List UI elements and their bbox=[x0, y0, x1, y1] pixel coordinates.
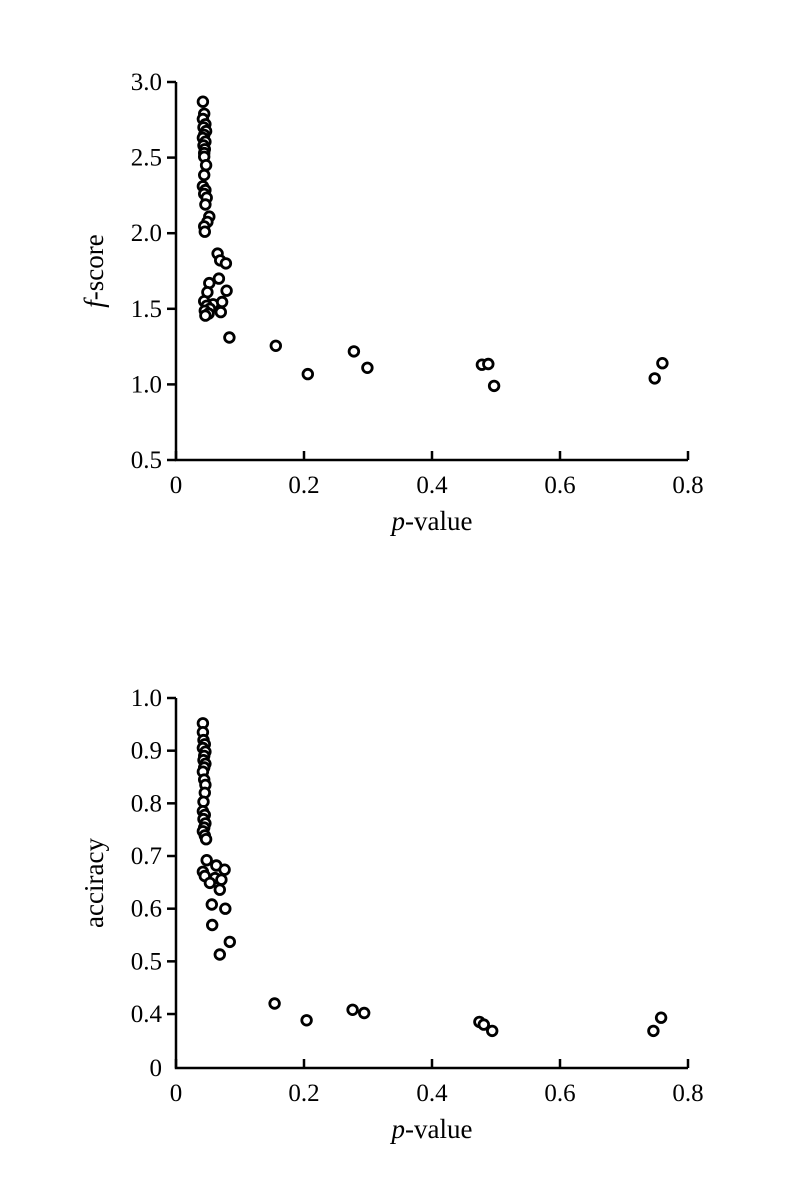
data-point bbox=[656, 357, 669, 370]
data-point bbox=[212, 272, 226, 285]
x-tick-label: 0.6 bbox=[544, 1080, 575, 1107]
y-tick-label: 0.5 bbox=[131, 948, 162, 975]
axis-lines bbox=[174, 698, 688, 1070]
y-tick-label: 1.0 bbox=[131, 685, 162, 712]
data-point bbox=[200, 854, 213, 867]
data-points bbox=[196, 95, 669, 393]
data-point bbox=[220, 284, 233, 297]
data-point bbox=[647, 1024, 660, 1038]
data-point bbox=[199, 309, 212, 322]
data-point bbox=[199, 198, 212, 211]
y-axis-origin-label: 0 bbox=[150, 1055, 163, 1082]
data-point bbox=[213, 948, 227, 961]
data-point bbox=[654, 1011, 668, 1024]
x-axis-label: p-value bbox=[390, 506, 473, 536]
data-point bbox=[487, 379, 501, 393]
data-point bbox=[648, 372, 661, 385]
data-point bbox=[205, 918, 219, 932]
data-point bbox=[477, 1018, 491, 1031]
data-point bbox=[199, 158, 213, 172]
data-point bbox=[300, 1014, 313, 1027]
data-point bbox=[205, 898, 219, 911]
y-tick-label: 0.9 bbox=[131, 738, 162, 765]
y-tick-label: 3.0 bbox=[131, 69, 162, 96]
bottom-chart-accuracy-vs-pvalue: 1.0 0.9 0.8 0.7 0.6 0.5 0.4 00 0.2 0.4 0.6 0.8 p-val… bbox=[79, 685, 704, 1144]
y-axis-label: f-score bbox=[79, 234, 109, 307]
data-point bbox=[347, 345, 361, 358]
data-point bbox=[197, 168, 211, 182]
x-tick-label: 0.4 bbox=[416, 1080, 448, 1107]
y-tick-label: 2.5 bbox=[131, 145, 162, 172]
x-tick-label: 0.4 bbox=[416, 472, 448, 499]
y-tick-label: 0.4 bbox=[131, 1001, 163, 1028]
data-point bbox=[219, 257, 233, 270]
y-tick-label: 0.8 bbox=[131, 790, 162, 817]
y-tick-label: 2.0 bbox=[131, 220, 162, 247]
x-tick-label: 0.2 bbox=[288, 472, 319, 499]
data-point bbox=[486, 1024, 499, 1038]
x-tick-label: 0.2 bbox=[288, 1080, 319, 1107]
y-axis-label: acciracy bbox=[79, 838, 109, 928]
data-point bbox=[269, 339, 283, 353]
data-point bbox=[213, 883, 227, 896]
data-point bbox=[358, 1006, 371, 1020]
data-point bbox=[203, 876, 217, 890]
data-point bbox=[223, 935, 237, 949]
x-tick-label: 0.8 bbox=[672, 472, 703, 499]
y-tick-label: 1.5 bbox=[131, 296, 162, 323]
data-points bbox=[196, 717, 668, 1038]
data-point bbox=[215, 295, 229, 309]
y-tick-label: 0.5 bbox=[131, 447, 162, 474]
data-point bbox=[482, 357, 495, 371]
y-tick-label: 1.0 bbox=[131, 371, 162, 398]
x-tick-label: 0.6 bbox=[544, 472, 575, 499]
x-axis-label: p-value bbox=[390, 1114, 473, 1144]
data-point bbox=[219, 902, 232, 915]
top-chart-fscore-vs-pvalue: 3.0 2.5 2.0 1.5 1.0 0.5 0 0.2 0.4 0.6 0.8 p-value f-… bbox=[79, 69, 704, 536]
data-point bbox=[198, 225, 212, 238]
x-tick-label: 0 bbox=[170, 1080, 183, 1107]
y-tick-label: 0.6 bbox=[131, 896, 162, 923]
axis-lines bbox=[174, 82, 688, 462]
data-point bbox=[268, 997, 281, 1010]
data-point bbox=[215, 873, 228, 886]
x-tick-label: 0.8 bbox=[672, 1080, 703, 1107]
data-point bbox=[196, 95, 210, 108]
data-point bbox=[301, 367, 315, 381]
data-point bbox=[361, 361, 374, 375]
data-point bbox=[218, 863, 231, 876]
data-point bbox=[346, 1003, 359, 1017]
data-point bbox=[214, 305, 228, 319]
data-point bbox=[199, 833, 213, 846]
x-tick-label: 0 bbox=[170, 472, 183, 499]
data-point bbox=[223, 331, 236, 344]
y-tick-label: 0.7 bbox=[131, 843, 162, 870]
